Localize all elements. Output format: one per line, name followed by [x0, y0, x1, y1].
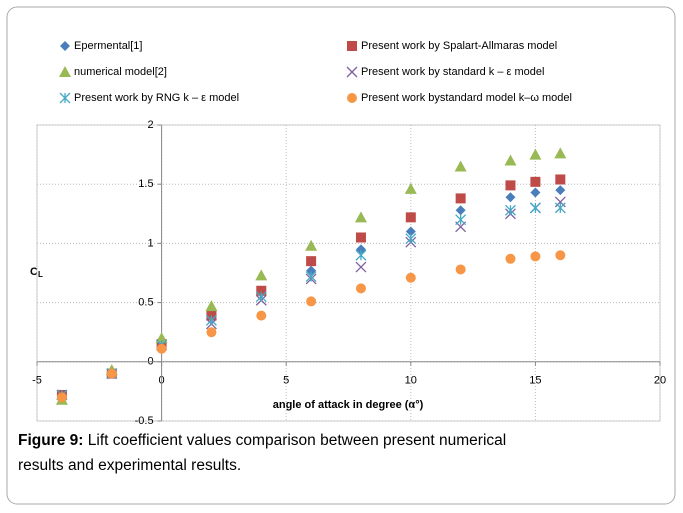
- point: [306, 265, 317, 276]
- point: [555, 250, 566, 261]
- frame: [6, 6, 676, 505]
- caption-line: Figure 9: Lift coefficient values compar…: [18, 432, 506, 449]
- point: [206, 327, 217, 338]
- legend-label: Present work by RNG k – ε model: [74, 92, 239, 104]
- point: [354, 211, 367, 223]
- x-tick-label: 5: [283, 375, 289, 387]
- point: [455, 264, 466, 275]
- point: [355, 244, 366, 255]
- caption-text: Lift coefficient values comparison betwe…: [88, 432, 506, 449]
- legend-marker: [347, 41, 357, 51]
- point: [455, 193, 466, 204]
- legend-marker: [59, 66, 71, 77]
- point: [306, 296, 317, 307]
- point: [554, 202, 566, 214]
- legend-marker: [346, 66, 358, 78]
- x-tick-label: 15: [529, 375, 541, 387]
- point: [505, 253, 516, 264]
- y-label-sub: L: [38, 270, 43, 279]
- point: [530, 187, 541, 198]
- point: [405, 272, 416, 283]
- point: [255, 291, 267, 303]
- point: [355, 283, 366, 294]
- x-tick-label: 10: [405, 375, 417, 387]
- point: [555, 185, 566, 196]
- point: [505, 192, 516, 203]
- point: [305, 239, 318, 251]
- point: [306, 256, 317, 267]
- point: [355, 261, 367, 273]
- legend-marker: [60, 41, 70, 51]
- point: [56, 392, 67, 403]
- point: [404, 182, 417, 194]
- point: [530, 251, 541, 262]
- point: [405, 233, 417, 245]
- point: [205, 314, 217, 326]
- y-tick-label: 1: [147, 237, 153, 249]
- legend-marker: [347, 93, 357, 103]
- x-axis-label: angle of attack in degree (α°): [273, 399, 424, 411]
- legend-label: Present work by Spalart-Allmaras model: [361, 40, 557, 52]
- y-tick-label: 2: [147, 119, 153, 131]
- caption-label: Figure 9:: [18, 432, 83, 449]
- point: [156, 343, 167, 354]
- point: [455, 205, 466, 216]
- point: [106, 368, 117, 379]
- point: [256, 285, 267, 296]
- point: [555, 174, 566, 185]
- y-tick-label: 1.5: [138, 178, 153, 190]
- point: [405, 212, 416, 223]
- point: [504, 154, 517, 166]
- point: [529, 148, 542, 160]
- legend-label: numerical model[2]: [74, 66, 167, 78]
- point: [454, 160, 467, 172]
- point: [205, 300, 218, 312]
- legend-marker: [59, 92, 71, 104]
- point: [256, 310, 267, 321]
- point: [530, 176, 541, 187]
- point: [505, 180, 516, 191]
- point: [355, 249, 367, 261]
- point: [529, 202, 541, 214]
- legend-label: Present work by standard k – ε model: [361, 66, 544, 78]
- caption-line: results and experimental results.: [18, 457, 241, 474]
- y-axis-label: CL: [30, 266, 43, 279]
- point: [305, 271, 317, 283]
- point: [405, 226, 416, 237]
- y-tick-label: -0.5: [135, 415, 154, 427]
- point: [554, 147, 567, 159]
- point: [155, 332, 168, 344]
- x-tick-label: 20: [654, 375, 666, 387]
- point: [255, 269, 268, 281]
- y-label-main: C: [30, 266, 38, 278]
- point: [355, 232, 366, 243]
- legend-label: Present work bystandard model k–ω model: [361, 92, 572, 104]
- point: [505, 204, 516, 216]
- x-tick-label: -5: [32, 375, 42, 387]
- point: [455, 214, 467, 226]
- legend-label: Epermental[1]: [74, 40, 142, 52]
- y-tick-label: 0.5: [138, 297, 153, 309]
